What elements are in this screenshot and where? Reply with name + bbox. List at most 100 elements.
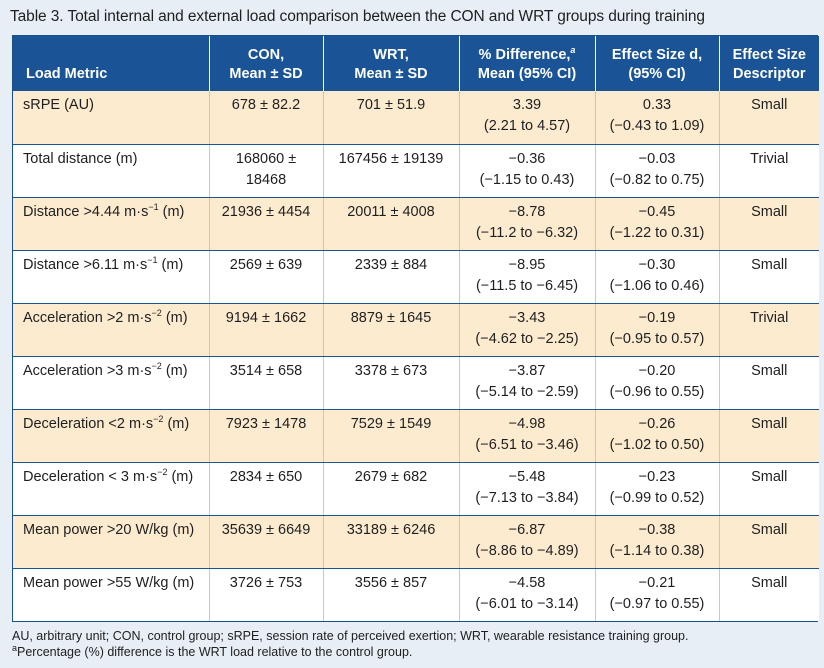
cell-con: 3726 ± 753 — [209, 568, 324, 621]
cell-load-metric: Distance >6.11 m·s−1 (m) — [13, 250, 210, 304]
es-ci: (−0.82 to 0.75) — [609, 171, 705, 188]
cell-percent-difference: −5.48 (−7.13 to −3.84) — [459, 462, 596, 516]
es-value: −0.26 — [638, 415, 676, 432]
table-row: Distance >4.44 m·s−1 (m) 21936 ± 4454 2001… — [13, 197, 819, 251]
diff-mean: 3.39 — [512, 97, 542, 113]
header-wrt-line2: Mean ± SD — [354, 66, 428, 82]
metric-unit-suffix: (m) — [163, 415, 190, 432]
header-diff-line2: Mean (95% CI) — [477, 66, 577, 82]
wrt-value: 701 ± 51.9 — [356, 97, 426, 113]
cell-percent-difference: −4.98 (−6.51 to −3.46) — [459, 409, 596, 463]
wrt-value: 3378 ± 673 — [354, 362, 428, 379]
diff-mean: −4.98 — [508, 415, 546, 432]
header-desc-line2: Descriptor — [732, 66, 806, 82]
metric-unit-exponent: −2 — [151, 360, 162, 371]
diff-ci: (−8.86 to −4.89) — [475, 542, 579, 559]
metric-unit-exponent: −1 — [148, 201, 159, 212]
table-row: Mean power >55 W/kg (m) 3726 ± 753 3556 ± … — [13, 568, 819, 621]
metric-name: Acceleration >2 m·s — [23, 309, 152, 326]
cell-load-metric: Deceleration <2 m·s−2 (m) — [13, 409, 210, 463]
wrt-value: 33189 ± 6246 — [346, 521, 436, 538]
metric-name: Distance >4.44 m·s — [23, 203, 149, 220]
header-diff-footnote-mark: a — [570, 45, 576, 56]
table-row: Deceleration < 3 m·s−2 (m) 2834 ± 650 2679… — [13, 462, 819, 516]
footnote-a-mark: a — [12, 642, 18, 653]
cell-con: 2569 ± 639 — [209, 250, 324, 304]
con-value: 2569 ± 639 — [229, 256, 303, 273]
metric-unit-suffix: (m) — [161, 309, 188, 326]
diff-ci: (−11.2 to −6.32) — [475, 224, 579, 241]
cell-load-metric: sRPE (AU) — [13, 91, 210, 145]
es-ci: (−1.14 to 0.38) — [609, 542, 705, 559]
wrt-value: 167456 ± 19139 — [338, 150, 444, 167]
cell-load-metric: Total distance (m) — [13, 144, 210, 198]
metric-unit-suffix: (m) — [158, 203, 185, 220]
metric-unit-exponent: −2 — [153, 413, 164, 424]
header-con: CON, Mean ± SD — [209, 36, 324, 91]
header-con-line2: Mean ± SD — [229, 66, 303, 82]
header-load-metric: Load Metric — [13, 36, 210, 91]
es-value: 0.33 — [642, 97, 672, 113]
header-effect-size-descriptor: Effect Size Descriptor — [719, 36, 819, 91]
diff-ci: (−6.51 to −3.46) — [475, 436, 579, 453]
table-row: Deceleration <2 m·s−2 (m) 7923 ± 1478 7529… — [13, 409, 819, 463]
con-value-cont: 18468 — [245, 171, 287, 188]
con-value: 21936 ± 4454 — [221, 203, 311, 220]
cell-load-metric: Acceleration >2 m·s−2 (m) — [13, 303, 210, 357]
cell-effect-size: −0.23 (−0.99 to 0.52) — [595, 462, 720, 516]
table-row: Total distance (m) 168060 ± 18468 167456 ± … — [13, 144, 819, 198]
wrt-value: 2679 ± 682 — [354, 468, 428, 485]
descriptor-value: Small — [751, 468, 788, 485]
metric-name: Total distance (m) — [23, 150, 138, 167]
cell-wrt: 7529 ± 1549 — [323, 409, 460, 463]
cell-effect-size: −0.30 (−1.06 to 0.46) — [595, 250, 720, 304]
cell-effect-size-descriptor: Trivial — [719, 144, 819, 198]
metric-name: Distance >6.11 m·s — [23, 256, 148, 273]
cell-effect-size-descriptor: Small — [719, 515, 819, 569]
data-table-container: Load Metric CON, Mean ± SD WRT, Mean ± S… — [12, 35, 819, 622]
header-load-metric-label: Load Metric — [26, 66, 108, 82]
metric-name: Mean power >55 W/kg (m) — [23, 574, 195, 591]
cell-effect-size: −0.21 (−0.97 to 0.55) — [595, 568, 720, 621]
es-value: −0.03 — [638, 150, 676, 167]
diff-mean: −0.36 — [508, 150, 546, 167]
cell-effect-size-descriptor: Small — [719, 462, 819, 516]
con-value: 35639 ± 6649 — [221, 521, 311, 538]
con-value: 3726 ± 753 — [229, 574, 303, 591]
metric-unit-suffix: (m) — [161, 362, 188, 379]
es-ci: (−1.22 to 0.31) — [609, 224, 705, 241]
cell-effect-size-descriptor: Small — [719, 568, 819, 621]
diff-ci: (2.21 to 4.57) — [483, 118, 571, 134]
cell-percent-difference: 3.39 (2.21 to 4.57) — [459, 91, 596, 145]
header-es-line2: (95% CI) — [628, 66, 686, 82]
cell-effect-size-descriptor: Small — [719, 91, 819, 145]
table-row: Mean power >20 W/kg (m) 35639 ± 6649 33189… — [13, 515, 819, 569]
table-header-row: Load Metric CON, Mean ± SD WRT, Mean ± S… — [13, 36, 819, 91]
diff-ci: (−4.62 to −2.25) — [475, 330, 579, 347]
header-wrt: WRT, Mean ± SD — [323, 36, 460, 91]
diff-mean: −3.87 — [508, 362, 546, 379]
cell-con: 7923 ± 1478 — [209, 409, 324, 463]
descriptor-value: Small — [751, 415, 788, 432]
cell-load-metric: Acceleration >3 m·s−2 (m) — [13, 356, 210, 410]
cell-wrt: 701 ± 51.9 — [323, 91, 460, 145]
cell-wrt: 8879 ± 1645 — [323, 303, 460, 357]
es-ci: (−0.43 to 1.09) — [609, 118, 705, 134]
diff-mean: −8.95 — [508, 256, 546, 273]
con-value: 2834 ± 650 — [229, 468, 303, 485]
cell-con: 678 ± 82.2 — [209, 91, 324, 145]
cell-wrt: 2339 ± 884 — [323, 250, 460, 304]
cell-effect-size: −0.26 (−1.02 to 0.50) — [595, 409, 720, 463]
cell-effect-size: −0.03 (−0.82 to 0.75) — [595, 144, 720, 198]
table-body: sRPE (AU) 678 ± 82.2 701 ± 51.9 3.39 (2.21 t… — [13, 91, 819, 621]
es-value: −0.30 — [638, 256, 676, 273]
descriptor-value: Small — [751, 362, 788, 379]
wrt-value: 2339 ± 884 — [354, 256, 428, 273]
metric-name: Deceleration <2 m·s — [23, 415, 154, 432]
cell-wrt: 2679 ± 682 — [323, 462, 460, 516]
descriptor-value: Trivial — [750, 150, 789, 167]
wrt-value: 7529 ± 1549 — [350, 415, 432, 432]
cell-wrt: 20011 ± 4008 — [323, 197, 460, 251]
con-value: 3514 ± 658 — [229, 362, 303, 379]
cell-effect-size: −0.20 (−0.96 to 0.55) — [595, 356, 720, 410]
